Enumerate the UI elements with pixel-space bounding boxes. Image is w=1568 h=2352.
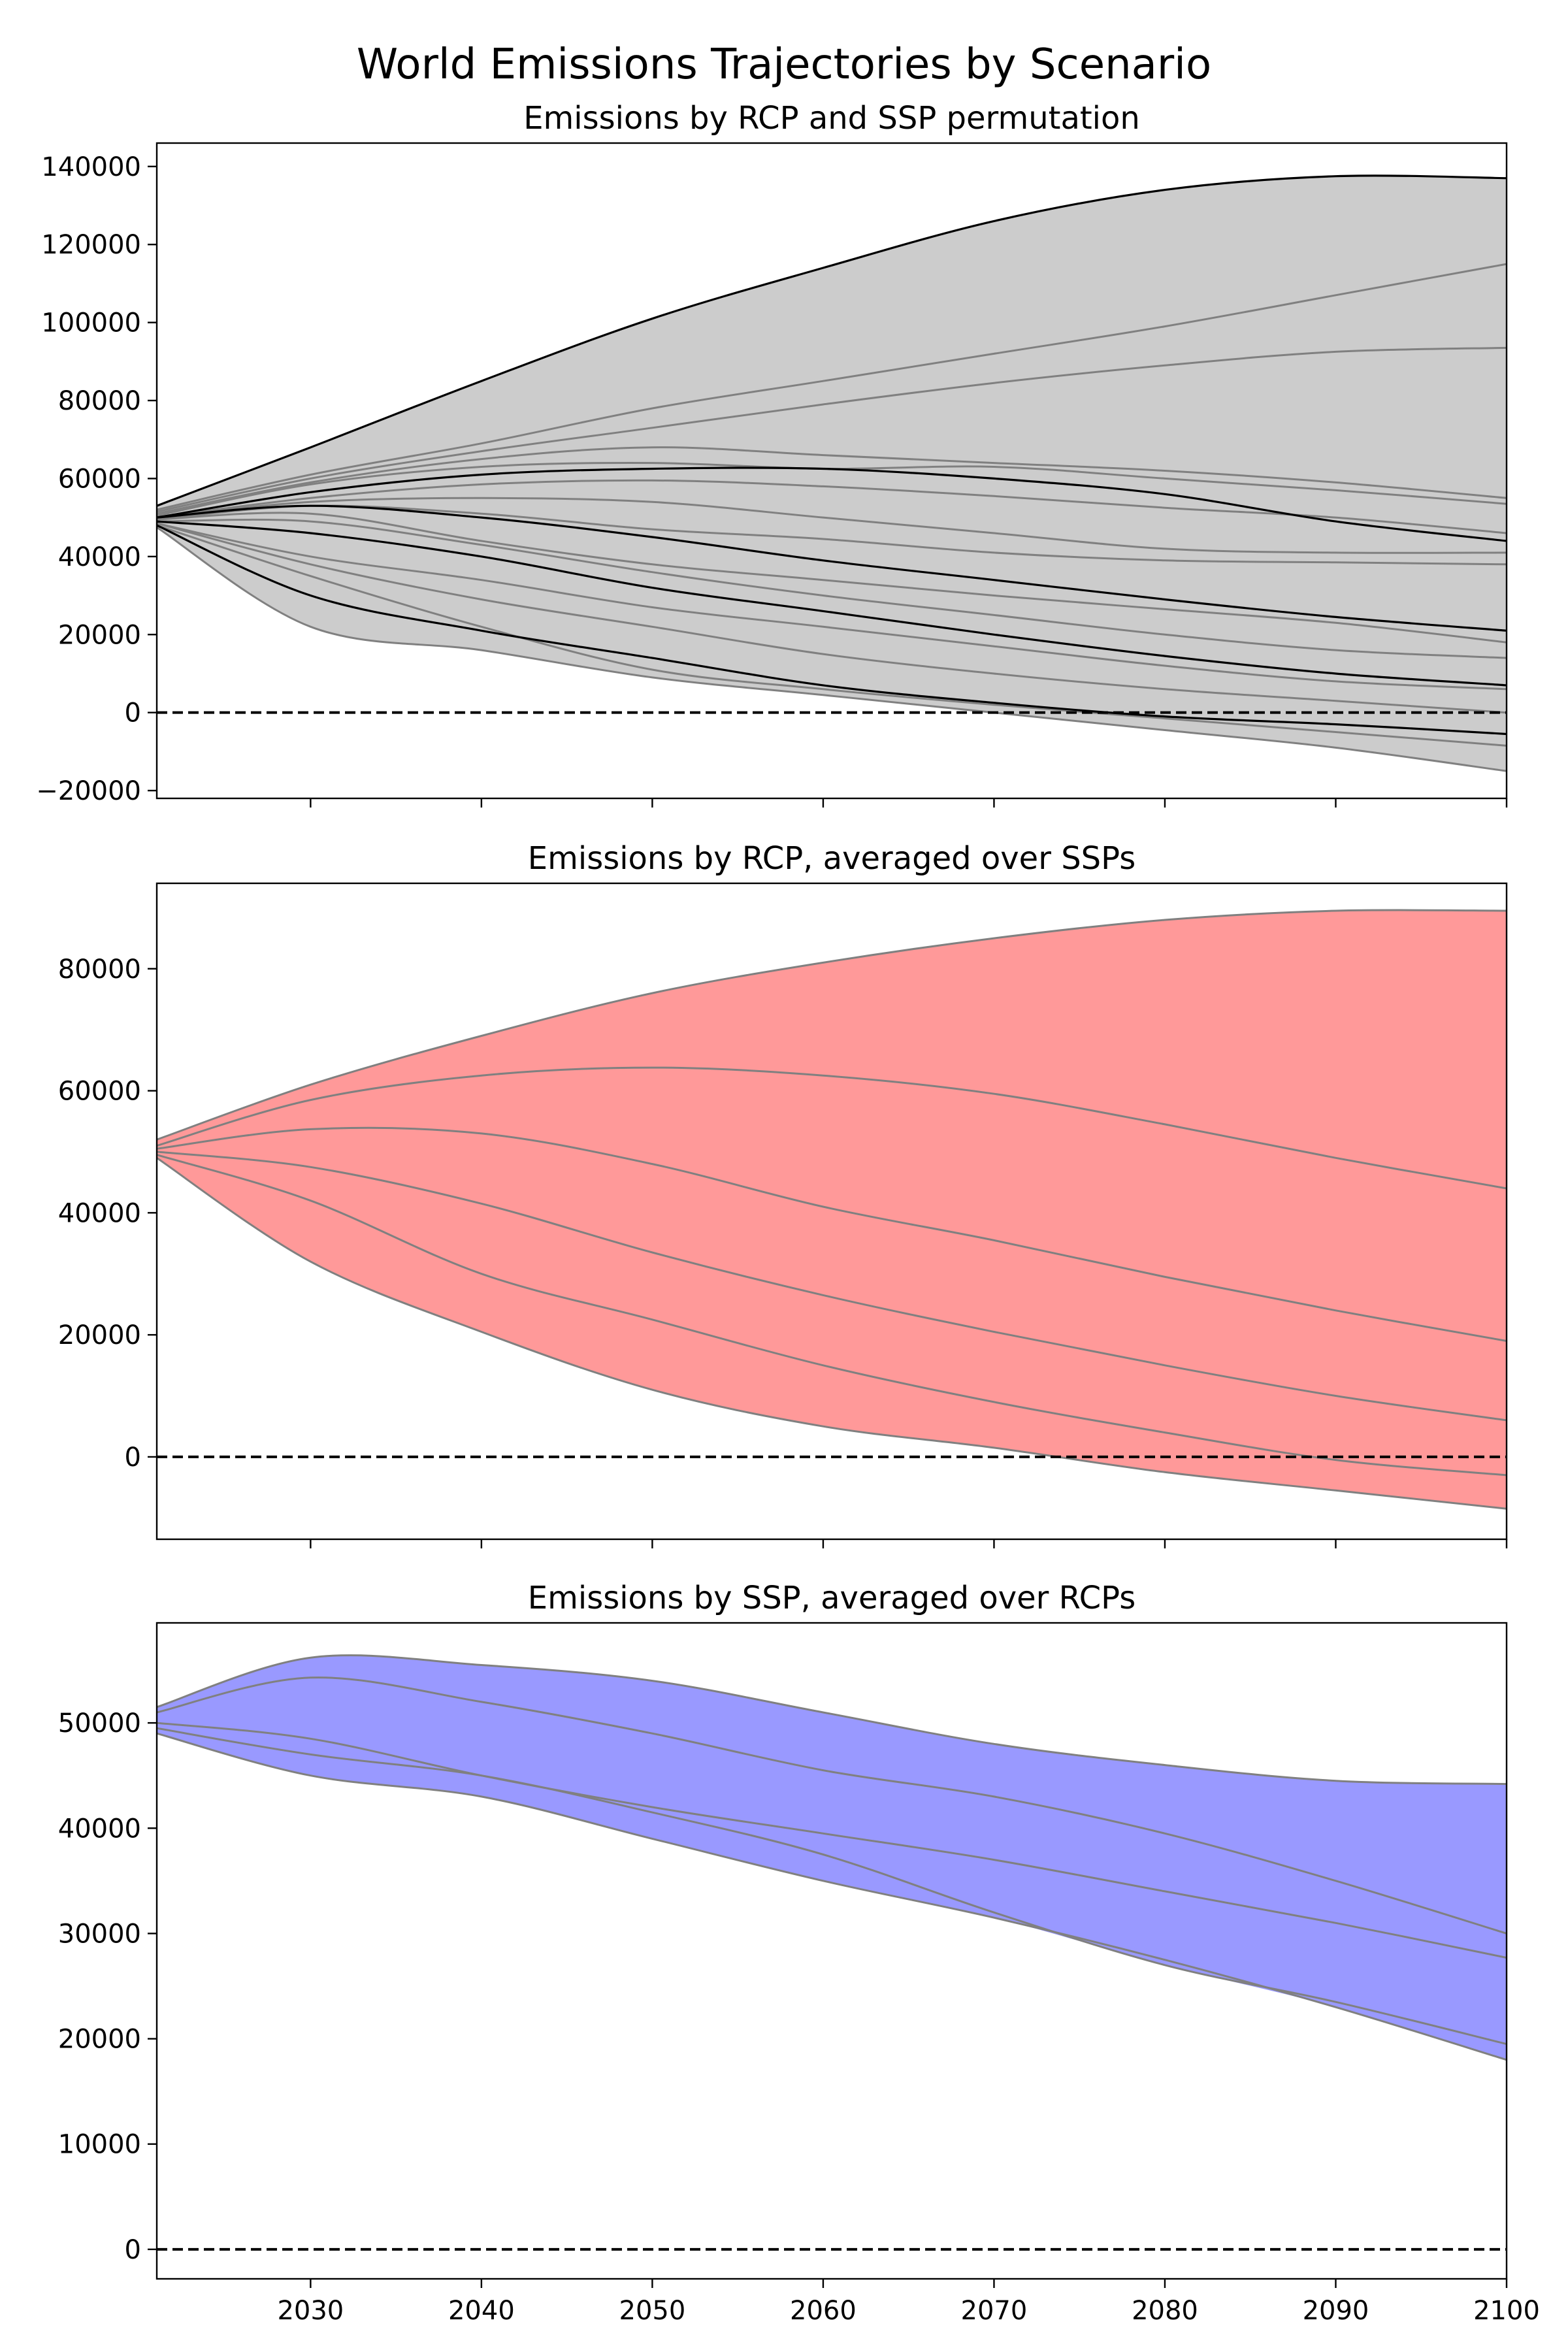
series-line-14 <box>156 522 1507 691</box>
y-tick-label: 20000 <box>58 2025 141 2055</box>
y-tick-label: 60000 <box>58 1077 141 1107</box>
series-line-13 <box>156 520 1507 687</box>
y-tick-label: 0 <box>125 698 141 728</box>
series-line-9 <box>156 504 1507 566</box>
series-line-4 <box>156 1151 1507 1422</box>
panel-ssp-averaged: Emissions by SSP, averaged over RCPs 0 100… <box>58 1580 1540 2326</box>
series-line-4 <box>156 446 1507 515</box>
panel-rcp-averaged: Emissions by RCP, averaged over SSPs 0 200… <box>58 840 1508 1548</box>
x-tick-label: 2080 <box>1132 2296 1198 2326</box>
y-tick-label: 80000 <box>58 386 141 416</box>
x-tick-label: 2090 <box>1303 2296 1369 2326</box>
panel-title: Emissions by RCP and SSP permutation <box>523 100 1140 137</box>
x-tick-label: 2060 <box>790 2296 857 2326</box>
y-tick-label: −20000 <box>36 776 141 806</box>
series-line-3 <box>156 346 1507 513</box>
y-tick-label: 40000 <box>58 1198 141 1228</box>
y-tick-label: 80000 <box>58 955 141 985</box>
plot-frame <box>155 882 1508 1541</box>
series-line-4 <box>156 1727 1507 2046</box>
figure-title: World Emissions Trajectories by Scenario <box>357 41 1211 89</box>
y-tick-label: 20000 <box>58 1320 141 1350</box>
series-line-6 <box>156 466 1507 542</box>
series-line-10 <box>156 504 1507 632</box>
series-line-1 <box>156 909 1507 1141</box>
plot-frame <box>155 142 1508 800</box>
x-tick-label: 2050 <box>619 2296 686 2326</box>
y-tick-label: 30000 <box>58 1919 141 1949</box>
envelope-fill <box>157 175 1507 772</box>
panel-rcp-ssp-permutation: Emissions by RCP and SSP permutation −200… <box>36 100 1508 808</box>
plot-frame <box>155 1622 1508 2280</box>
series-line-1 <box>156 174 1507 507</box>
series-line-17 <box>156 524 1507 747</box>
series-line-8 <box>156 497 1507 554</box>
x-tick-label: 2070 <box>961 2296 1028 2326</box>
series-line-5 <box>156 1154 1507 1477</box>
series-line-3 <box>156 1722 1507 1959</box>
series-line-15 <box>156 522 1507 714</box>
series-line-2 <box>156 263 1507 511</box>
y-tick-label: 100000 <box>41 308 141 338</box>
y-tick-label: 140000 <box>41 152 141 182</box>
x-tick-label: 2040 <box>448 2296 515 2326</box>
y-tick-label: 50000 <box>58 1708 141 1739</box>
series-line-18 <box>156 526 1507 772</box>
y-tick-label: 120000 <box>41 230 141 260</box>
y-tick-label: 40000 <box>58 1814 141 1844</box>
y-tick-label: 20000 <box>58 620 141 650</box>
y-tick-label: 40000 <box>58 542 141 572</box>
panel-title: Emissions by RCP, averaged over SSPs <box>528 840 1135 877</box>
series-line-5 <box>156 1732 1507 2061</box>
series-line-2 <box>156 1066 1507 1190</box>
panel-title: Emissions by SSP, averaged over RCPs <box>528 1580 1135 1616</box>
series-line-16 <box>156 524 1507 736</box>
y-tick-label: 10000 <box>58 2130 141 2160</box>
series-line-2 <box>156 1676 1507 1935</box>
y-tick-label: 0 <box>125 2235 141 2265</box>
series-line-6 <box>156 1157 1507 1510</box>
x-tick-label: 2030 <box>277 2296 344 2326</box>
x-tick-label: 2100 <box>1473 2296 1540 2326</box>
series-line-11 <box>156 512 1507 644</box>
y-tick-label: 0 <box>125 1443 141 1473</box>
series-line-3 <box>156 1126 1507 1342</box>
series-line-12 <box>156 518 1507 659</box>
y-tick-label: 60000 <box>58 464 141 494</box>
series-line-1 <box>156 1654 1507 1786</box>
